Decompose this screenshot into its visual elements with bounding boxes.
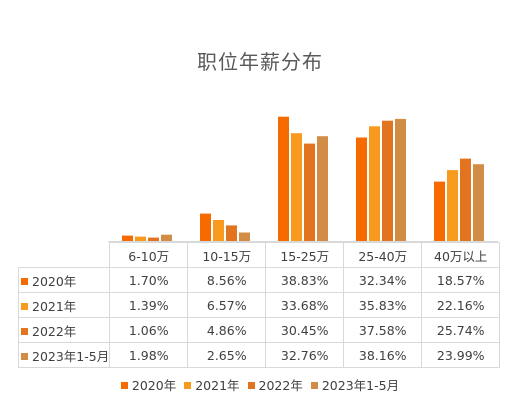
data-label: 6.57% [187,292,267,318]
table-corner-cell [18,242,111,268]
table-row: 2022年 1.06% 4.86% 30.45% 37.58% 25.74% [17,317,501,343]
legend-label: 2020年 [131,378,177,393]
bar-5-series-4 [473,164,484,241]
series-name: 2023年1-5月 [32,348,110,364]
legend-item: 2021年 [184,375,240,394]
data-label: 32.34% [343,267,423,293]
data-label: 18.57% [421,267,501,293]
data-label: 33.68% [265,292,345,318]
data-label: 4.86% [187,317,267,343]
bar-3-series-3 [304,143,315,241]
bar-1-series-3 [148,237,159,241]
table-row: 2021年 1.39% 6.57% 33.68% 35.83% 22.16% [17,292,501,318]
series-row-header: 2022年 [17,317,111,343]
data-label: 1.70% [109,267,189,293]
data-label: 37.58% [343,317,423,343]
bar-5-series-1 [434,181,445,241]
data-label: 1.98% [109,342,189,368]
bar-1-series-1 [122,235,133,241]
legend-item: 2023年1-5月 [310,375,400,394]
series-name: 2022年 [32,323,77,339]
data-label: 1.06% [109,317,189,343]
legend-label: 2022年 [258,378,303,393]
data-label: 30.45% [265,317,345,343]
bar-4-series-3 [382,120,393,241]
category-label: 6-10万 [109,242,189,268]
category-label: 40万以上 [421,242,501,268]
data-label: 8.56% [187,267,267,293]
bar-2-series-2 [213,220,224,241]
legend-color-key [120,382,128,389]
bar-2-series-4 [239,232,250,241]
category-label: 10-15万 [187,242,267,268]
data-label: 22.16% [421,292,501,318]
legend-label: 2023年1-5月 [321,378,400,393]
data-label: 35.83% [343,292,423,318]
series-color-key [21,352,28,360]
legend-label: 2021年 [195,378,240,393]
data-label: 38.16% [343,342,423,368]
bar-5-series-2 [447,170,458,241]
data-label: 1.39% [109,292,189,318]
table-row: 2020年 1.70% 8.56% 38.83% 32.34% 18.57% [17,267,501,293]
table-row: 2023年1-5月 1.98% 2.65% 32.76% 38.16% 23.99% [17,342,501,368]
data-label: 2.65% [187,342,267,368]
data-label: 32.76% [265,342,345,368]
bar-3-series-1 [278,116,289,241]
legend: 2020年 2021年 2022年 2023年1-5月 [0,375,520,394]
bar-1-series-2 [135,236,146,241]
bar-chart-plot [108,116,498,242]
bar-4-series-1 [356,137,367,241]
data-label: 23.99% [421,342,501,368]
chart-title: 职位年薪分布 [197,50,323,74]
series-row-header: 2021年 [17,292,111,318]
series-color-key [21,302,28,310]
data-label: 25.74% [421,317,501,343]
bar-4-series-2 [369,126,380,241]
series-name: 2020年 [32,273,77,289]
category-label: 15-25万 [265,242,345,268]
legend-color-key [184,382,192,389]
bar-1-series-4 [161,234,172,241]
series-color-key [21,327,28,335]
series-row-header: 2023年1-5月 [17,342,111,368]
bar-4-series-4 [395,118,406,241]
series-row-header: 2020年 [17,267,111,293]
category-label: 25-40万 [343,242,423,268]
legend-color-key [247,382,255,389]
bar-3-series-2 [291,133,302,241]
bar-3-series-4 [317,136,328,241]
data-label: 38.83% [265,267,345,293]
series-color-key [21,277,28,285]
legend-item: 2022年 [247,375,303,394]
bar-2-series-1 [200,213,211,241]
bar-5-series-3 [460,158,471,241]
bar-group [122,116,484,241]
table-header-row: 6-10万 10-15万 15-25万 25-40万 40万以上 [18,242,501,268]
bar-2-series-3 [226,225,237,241]
series-name: 2021年 [32,298,77,314]
data-table: 6-10万 10-15万 15-25万 25-40万 40万以上 2020年 1.70% 8.… [17,242,501,368]
legend-item: 2020年 [120,375,177,394]
legend-color-key [310,382,318,389]
